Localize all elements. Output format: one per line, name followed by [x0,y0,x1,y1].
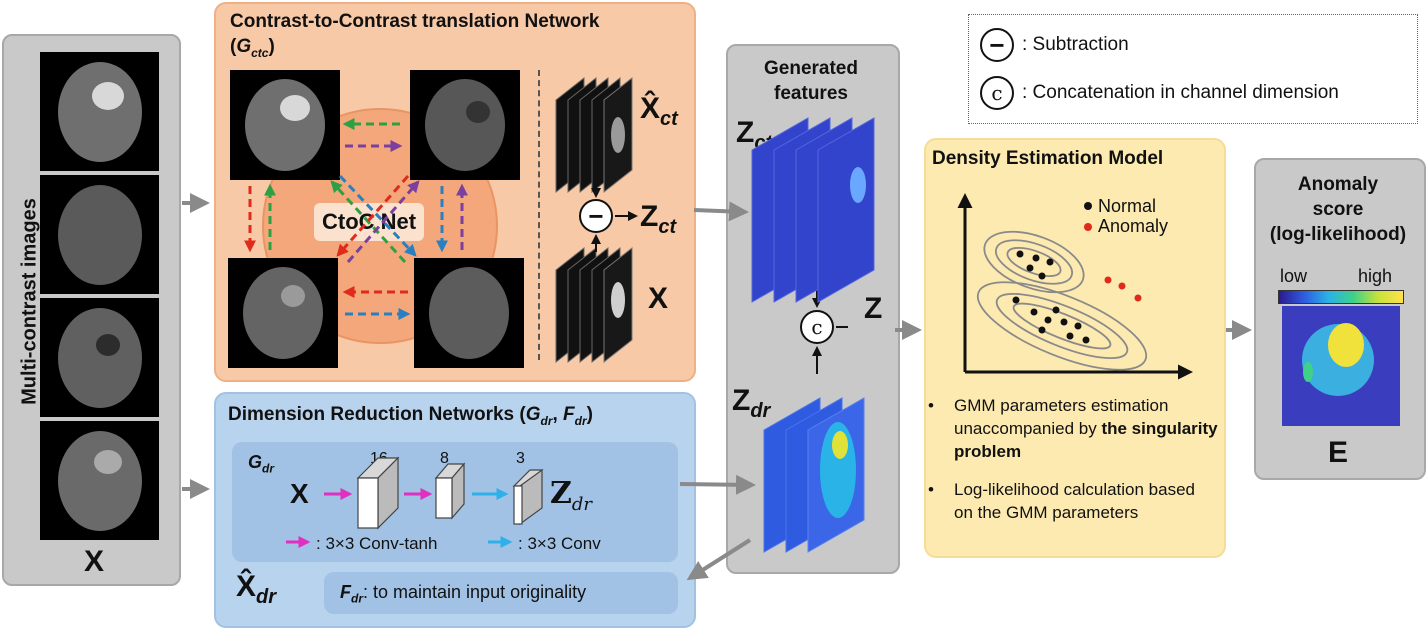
legend-subtraction-symbol: − [980,28,1014,62]
ctoc-xhat-ct: X̂ct [640,92,678,130]
dr-x: X [290,478,309,509]
z-dr-feature-stack [763,397,865,553]
tumor-shapes [92,82,490,474]
colorbar-low: low [1280,266,1308,286]
dr-z-dr: Zdr [550,476,593,515]
ctoc-x: X [648,282,669,315]
ctoc-divider [538,70,540,360]
generated-z: Z [864,292,883,325]
dr-fdr-text: Fdr: to maintain input originality [340,582,587,606]
ctoc-z-ct: Zct [640,200,677,238]
z-ct-feature-stack [751,117,875,303]
dr-ch8: 8 [440,450,449,467]
density-plot [957,193,1193,380]
input-x-label: X [84,545,105,578]
legend-subtraction-text: : Subtraction [1022,34,1129,55]
concat-node: c [800,310,834,344]
density-legend-normal: Normal [1098,196,1157,216]
density-legend-anomaly: Anomaly [1098,216,1169,236]
density-panel [924,138,1226,558]
anomaly-map-details [1302,323,1374,396]
dr-ch3: 3 [516,450,525,467]
dr-legend-conv: : 3×3 Conv [518,534,601,553]
generated-z-dr: Zdr [732,384,771,422]
ctoc-subtraction-node: − [579,199,613,233]
anomaly-e-label: E [1328,436,1349,469]
symbol-legend [968,14,1418,124]
colorbar-high: high [1358,266,1393,286]
dr-legend-tanh: : 3×3 Conv-tanh [316,534,438,553]
ctoc-subtitle: (Gctc) [230,36,275,60]
ctoc-title: Contrast-to-Contrast translation Network [230,11,600,32]
legend-concat-text: : Concatenation in channel dimension [1022,82,1339,103]
colorbar [1278,290,1404,304]
density-bullet-2: • Log-likelihood calculation based on the… [928,480,1195,522]
legend-concat-symbol: c [980,76,1014,110]
xhat-ct-stack [555,76,633,194]
density-bullet-1: • GMM parameters estimation unaccompanied… [928,396,1218,461]
x-stack [555,246,633,364]
dr-xhat-dr: X̂dr [236,570,277,608]
anomaly-title: Anomaly score (log-likelihood) [1269,174,1407,245]
dr-blocks [356,456,544,530]
dr-title: Dimension Reduction Networks (Gdr, Fdr) [228,404,593,428]
dr-fdr-box [324,572,678,614]
dr-gdr-label: Gdr [248,452,275,476]
density-title: Density Estimation Model [932,148,1164,169]
generated-title: Generated features [764,58,858,104]
